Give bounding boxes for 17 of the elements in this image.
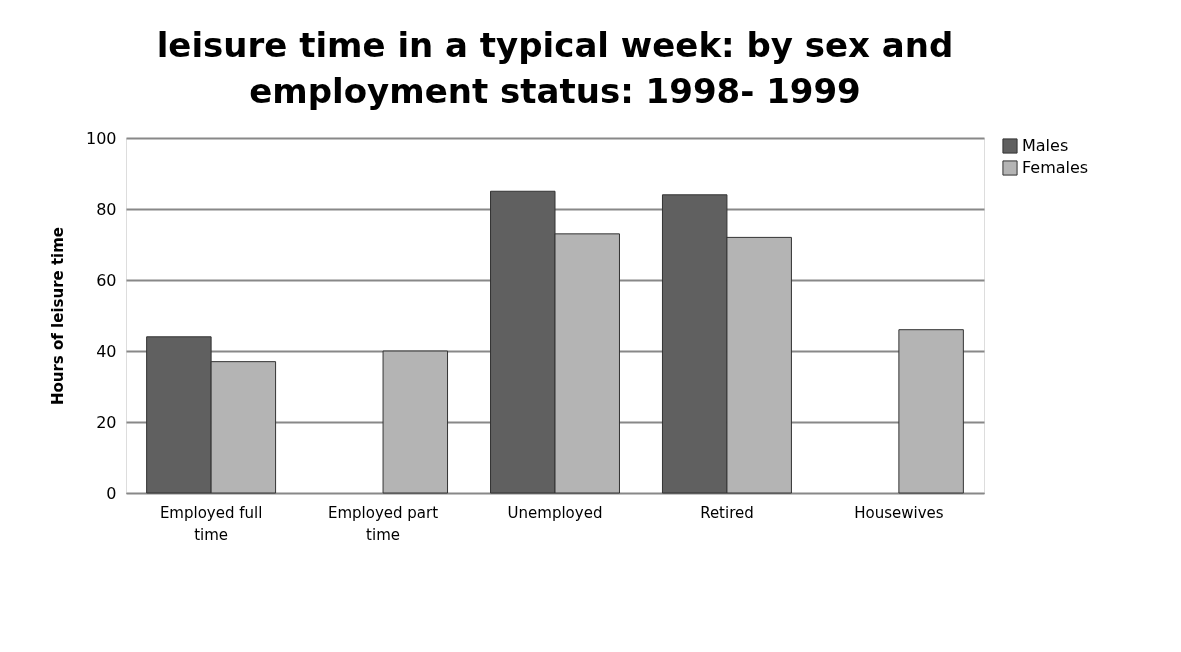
y-tick-label: 80 — [96, 199, 117, 219]
y-axis-title: Hours of leisure time — [48, 226, 67, 406]
bar — [898, 329, 964, 494]
y-tick-label: 100 — [85, 128, 117, 148]
y-tick-label: 20 — [96, 412, 117, 432]
x-tick-label: Retired — [700, 503, 754, 522]
chart-title: leisure time in a typical week: by sex and employment status: 1998- 1999 — [156, 25, 954, 111]
legend-label: Males — [1022, 136, 1069, 155]
y-tick-label: 0 — [106, 483, 117, 503]
y-tick-label: 40 — [96, 341, 117, 361]
x-tick-label: Unemployed — [507, 503, 603, 522]
x-tick-label: Employed full time — [159, 503, 263, 544]
y-tick-label: 60 — [96, 270, 117, 290]
x-tick-label: Employed part time — [327, 503, 439, 544]
x-tick-label: Housewives — [854, 503, 944, 522]
bar — [382, 350, 449, 494]
legend-label: Females — [1022, 158, 1089, 177]
